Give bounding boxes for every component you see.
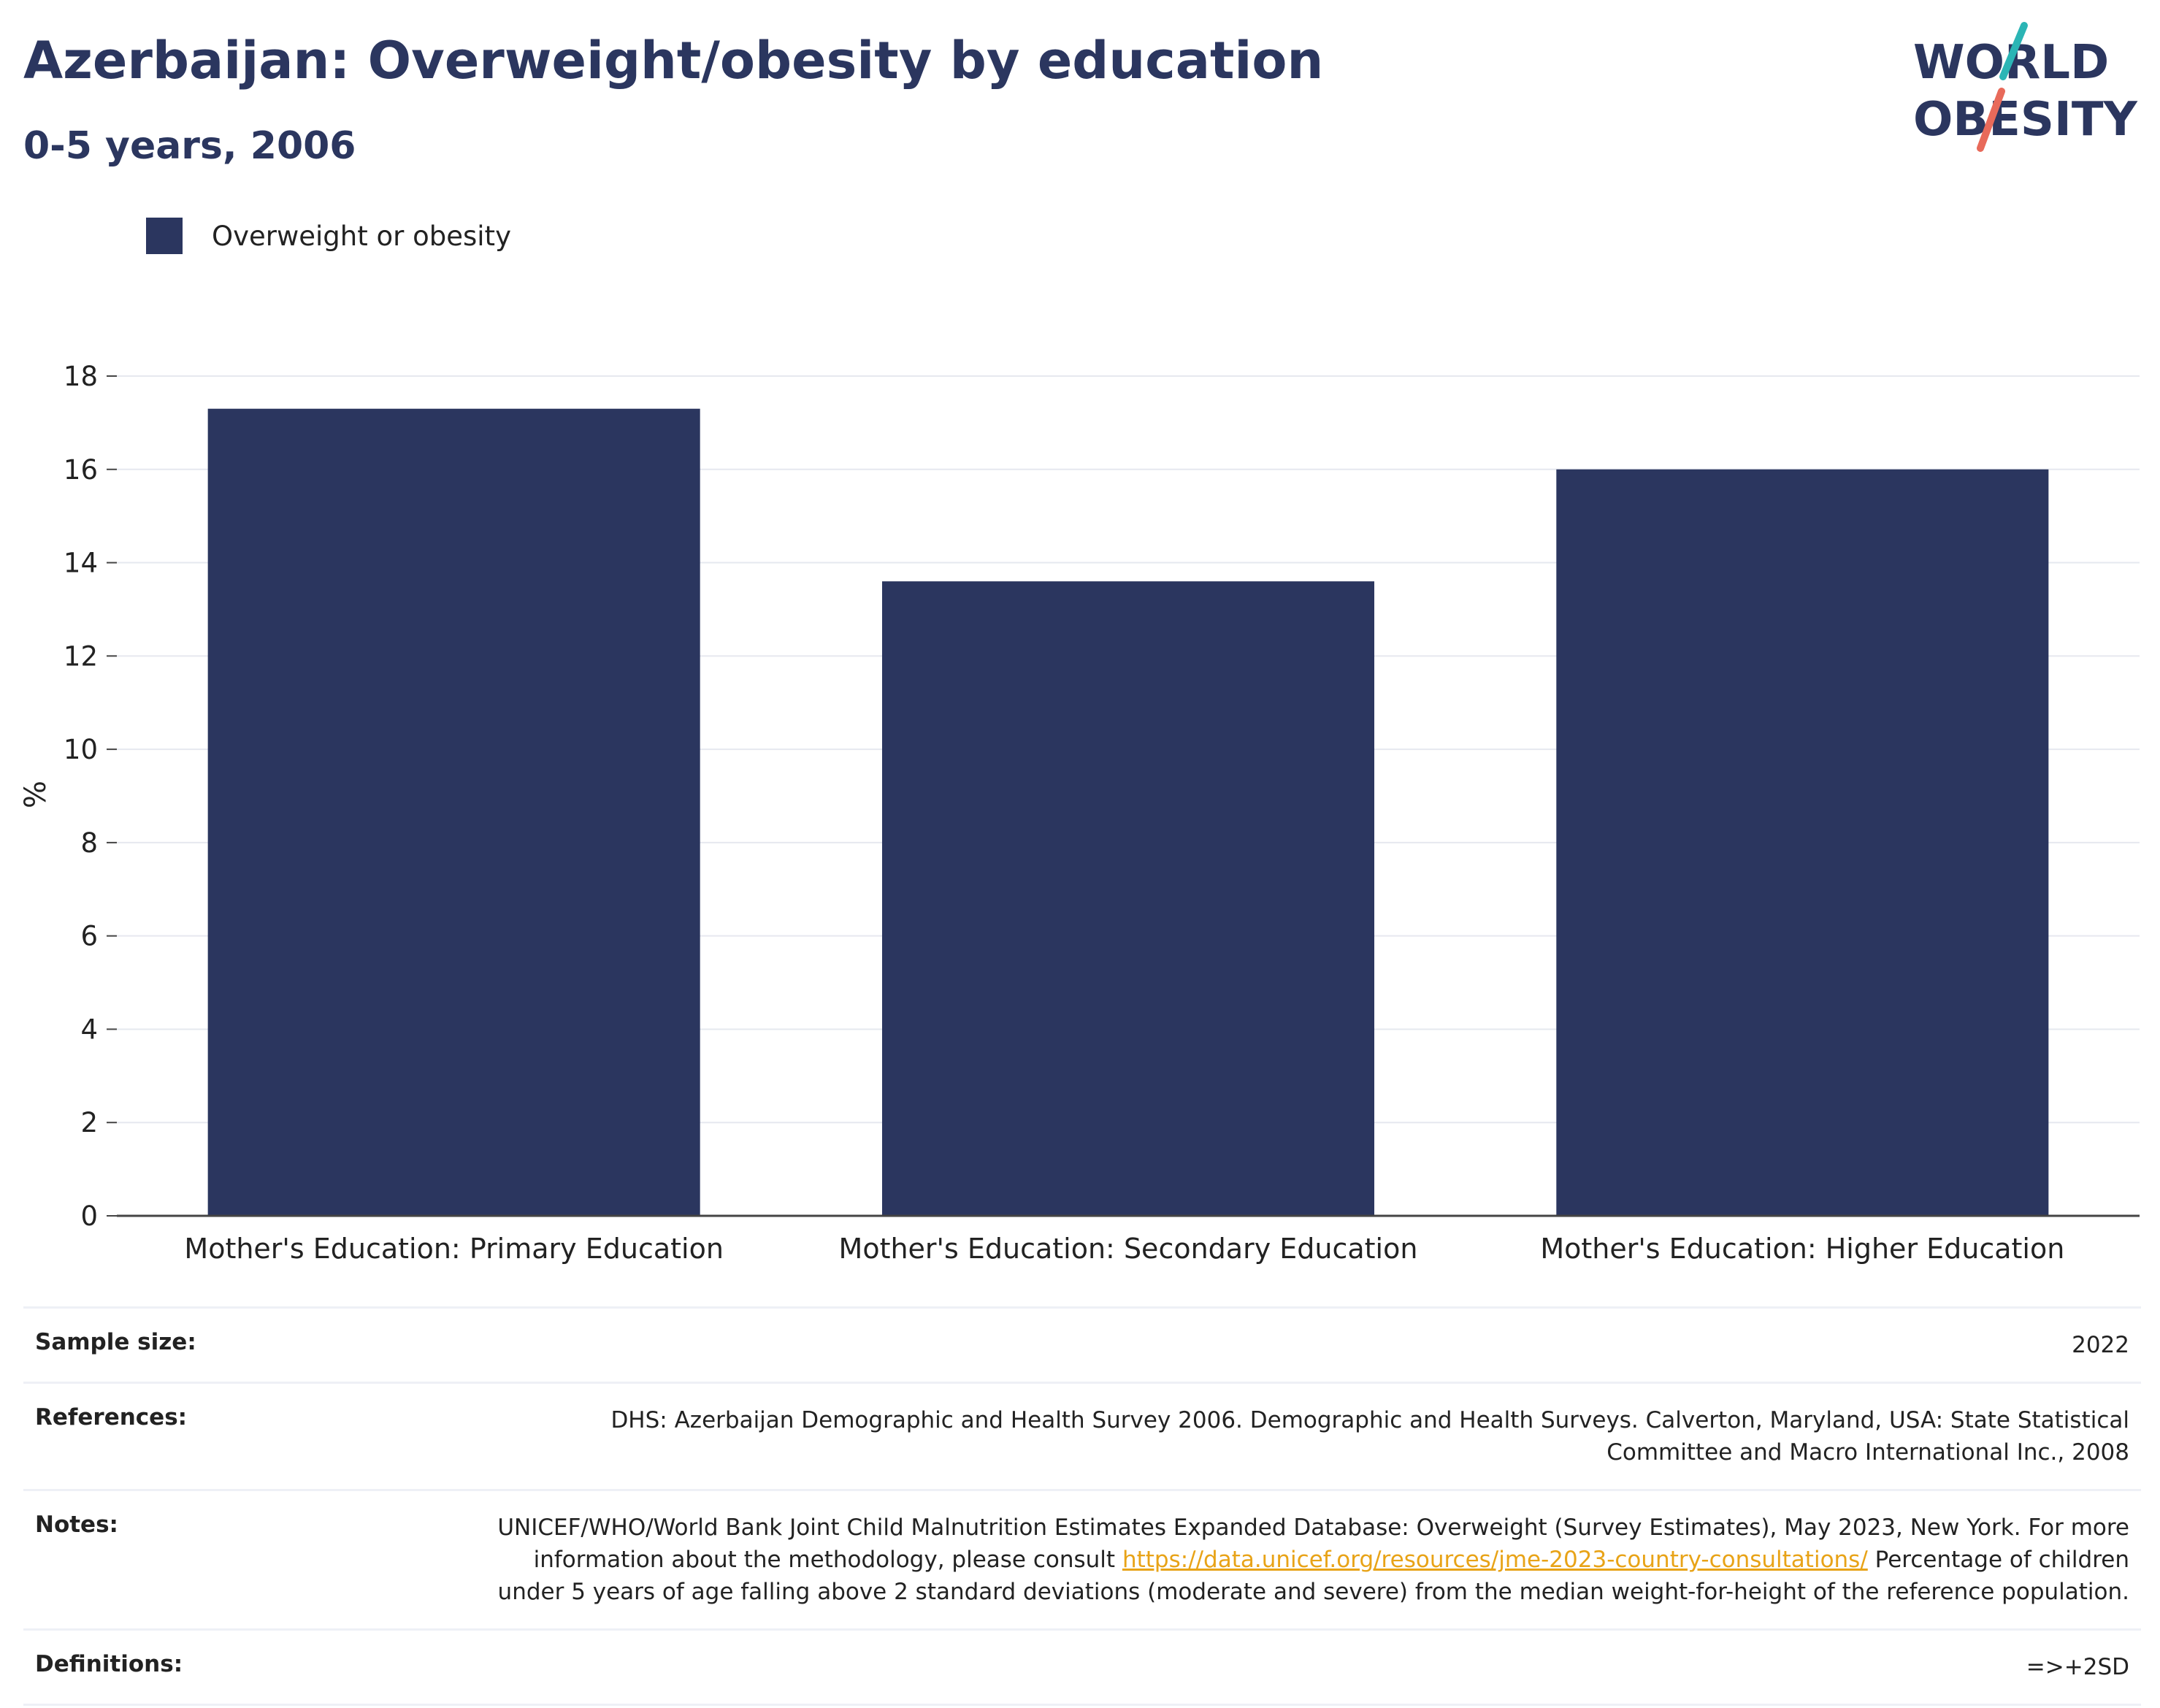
y-tick-label: 0 (80, 1200, 98, 1232)
page-subtitle: 0-5 years, 2006 (23, 124, 356, 168)
logo-text-obesity: OBESITY (1913, 93, 2137, 147)
legend-label: Overweight or obesity (212, 220, 511, 252)
references-label: References: (35, 1404, 188, 1431)
definitions-row: Definitions: =>+2SD (23, 1628, 2141, 1706)
definitions-value: =>+2SD (2026, 1654, 2129, 1680)
sample-size-row: Sample size: 2022 (23, 1306, 2141, 1382)
x-tick-label: Mother's Education: Primary Education (184, 1233, 724, 1265)
notes-text-before: UNICEF/WHO/World Bank Joint Child Malnut… (497, 1514, 2129, 1573)
y-tick-label: 2 (80, 1107, 98, 1138)
definitions-label: Definitions: (35, 1651, 183, 1677)
references-value: DHS: Azerbaijan Demographic and Health S… (610, 1407, 2129, 1466)
bar (881, 581, 1375, 1216)
logo-slash-top (1999, 22, 2028, 80)
legend-swatch (146, 218, 183, 254)
notes-label: Notes: (35, 1512, 118, 1538)
y-tick-label: 18 (64, 361, 98, 392)
notes-link[interactable]: https://data.unicef.org/resources/jme-20… (1122, 1547, 1868, 1573)
y-tick-label: 8 (80, 827, 98, 859)
chart-legend: Overweight or obesity (146, 218, 511, 254)
notes-text-after: Percentage of children under 5 years of … (497, 1547, 2129, 1605)
world-obesity-logo: WORLD OBESITY (1913, 22, 2137, 152)
bar (1556, 469, 2049, 1216)
logo-slash-bottom (1977, 88, 2005, 152)
page-title: Azerbaijan: Overweight/obesity by educat… (23, 31, 1324, 91)
chart-footer: Sample size: 2022 References: DHS: Azerb… (23, 1306, 2141, 1706)
y-tick-label: 10 (64, 734, 98, 765)
sample-size-label: Sample size: (35, 1329, 196, 1355)
y-axis-label: % (19, 781, 53, 808)
x-tick-label: Mother's Education: Secondary Education (839, 1233, 1418, 1265)
y-tick-label: 12 (64, 640, 98, 672)
notes-value: UNICEF/WHO/World Bank Joint Child Malnut… (486, 1512, 2129, 1608)
y-tick-label: 6 (80, 921, 98, 952)
notes-row: Notes: UNICEF/WHO/World Bank Joint Child… (23, 1489, 2141, 1628)
y-tick-label: 14 (64, 548, 98, 579)
x-tick-label: Mother's Education: Higher Education (1540, 1233, 2064, 1265)
bar-chart: % 0 2 4 6 8 10 12 14 16 18 Mother's Education: Pri… (19, 361, 2140, 1265)
references-row: References: DHS: Azerbaijan Demographic … (23, 1382, 2141, 1489)
sample-size-value: 2022 (2072, 1332, 2129, 1358)
y-tick-label: 4 (80, 1014, 98, 1045)
bar (207, 408, 700, 1217)
y-tick-label: 16 (64, 454, 98, 486)
